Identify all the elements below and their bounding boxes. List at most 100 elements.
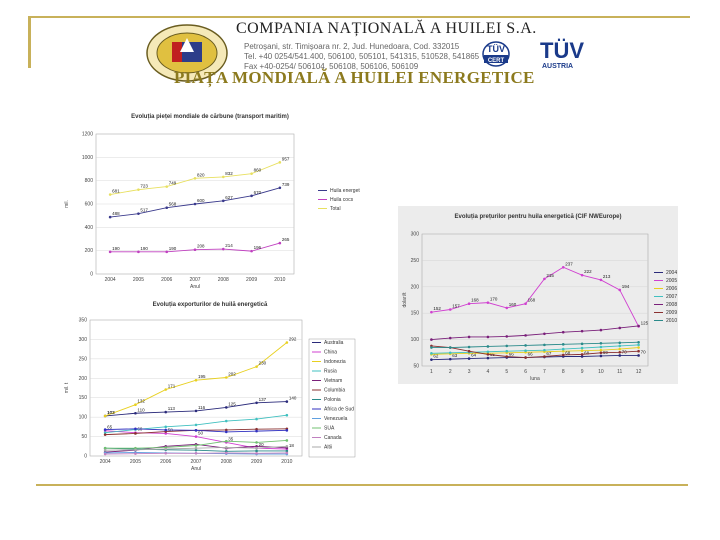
y-axis-label: mil. bbox=[64, 200, 70, 208]
data-point bbox=[618, 350, 622, 354]
data-label: 103 bbox=[107, 410, 115, 415]
data-point bbox=[250, 194, 253, 198]
data-point bbox=[255, 449, 258, 453]
data-point bbox=[637, 349, 640, 353]
legend-entry: 2004 bbox=[666, 270, 677, 276]
data-label: 860 bbox=[254, 168, 262, 173]
data-label: 168 bbox=[471, 298, 479, 303]
series-line bbox=[431, 341, 639, 348]
data-point bbox=[255, 401, 258, 405]
x-tick-label: 2008 bbox=[221, 459, 232, 465]
y-axis-label: mil. t bbox=[64, 382, 70, 393]
data-label: 194 bbox=[622, 284, 630, 289]
x-tick-label: 3 bbox=[468, 369, 471, 375]
data-point bbox=[134, 411, 137, 415]
data-point bbox=[467, 349, 471, 353]
data-label: 190 bbox=[112, 246, 120, 251]
chart-title: Evoluția prețurilor pentru huila energet… bbox=[454, 214, 621, 220]
data-point bbox=[250, 249, 253, 253]
data-point bbox=[164, 425, 168, 429]
data-point bbox=[637, 354, 640, 357]
prices-chart: Evoluția prețurilor pentru huila energet… bbox=[398, 206, 678, 384]
data-label: 170 bbox=[490, 297, 498, 302]
data-point bbox=[285, 429, 289, 432]
data-point bbox=[165, 206, 169, 210]
data-point bbox=[103, 446, 107, 450]
data-label: 292 bbox=[289, 337, 297, 342]
data-label: 568 bbox=[169, 202, 177, 207]
data-point bbox=[448, 336, 452, 340]
data-label: 63 bbox=[452, 353, 458, 358]
y-tick-label: 50 bbox=[413, 364, 419, 370]
data-point bbox=[221, 199, 225, 203]
x-tick-label: 1 bbox=[430, 369, 433, 375]
company-address-line: Petroșani, str. Timișoara nr. 2, Jud. Hu… bbox=[244, 42, 460, 51]
data-point bbox=[580, 349, 584, 352]
data-label: 222 bbox=[584, 269, 592, 274]
y-tick-label: 0 bbox=[84, 454, 87, 460]
data-point bbox=[580, 329, 584, 333]
data-point bbox=[255, 427, 258, 431]
data-label: 68 bbox=[565, 350, 571, 355]
data-label: 125 bbox=[641, 320, 649, 325]
data-label: 190 bbox=[140, 246, 148, 251]
data-point bbox=[580, 355, 584, 358]
data-label: 18 bbox=[289, 443, 295, 448]
legend-entry: Huila energetică bbox=[330, 188, 360, 194]
data-point bbox=[448, 346, 452, 349]
data-point bbox=[467, 302, 471, 305]
x-tick-label: 2010 bbox=[274, 277, 285, 283]
data-point bbox=[224, 446, 228, 449]
data-label: 202 bbox=[228, 372, 236, 377]
data-point bbox=[108, 250, 112, 254]
data-point bbox=[524, 302, 527, 305]
y-tick-label: 400 bbox=[85, 225, 94, 231]
data-label: 214 bbox=[225, 243, 233, 248]
data-label: 739 bbox=[282, 182, 290, 187]
data-label: 168 bbox=[528, 298, 536, 303]
data-label: 20 bbox=[259, 442, 265, 447]
data-point bbox=[486, 353, 490, 356]
y-tick-label: 800 bbox=[85, 178, 94, 184]
y-tick-label: 600 bbox=[85, 202, 94, 208]
data-point bbox=[224, 439, 228, 443]
data-label: 749 bbox=[169, 181, 177, 186]
data-point bbox=[164, 388, 168, 391]
data-point bbox=[164, 428, 168, 432]
data-point bbox=[194, 444, 198, 447]
data-label: 35 bbox=[228, 436, 234, 441]
data-point bbox=[561, 347, 565, 351]
x-tick-label: 2005 bbox=[133, 277, 144, 283]
data-point bbox=[134, 427, 137, 431]
legend-entry: 2010 bbox=[666, 318, 677, 324]
legend-entry: Total bbox=[330, 206, 341, 212]
data-label: 68 bbox=[584, 350, 590, 355]
chart-coal-svg: Evoluția pieței mondiale de cărbune (tra… bbox=[64, 114, 360, 290]
data-point bbox=[285, 444, 289, 448]
data-point bbox=[430, 352, 433, 355]
x-tick-label: 5 bbox=[505, 369, 508, 375]
data-point bbox=[134, 448, 137, 452]
coal-market-chart: Evoluția pieței mondiale de cărbune (tra… bbox=[60, 104, 360, 296]
data-label: 213 bbox=[603, 274, 611, 279]
data-point bbox=[618, 347, 622, 351]
data-label: 66 bbox=[528, 352, 534, 357]
x-tick-label: 2006 bbox=[160, 459, 171, 465]
data-point bbox=[618, 354, 622, 357]
data-label: 62 bbox=[433, 354, 439, 359]
data-point bbox=[524, 349, 527, 352]
data-point bbox=[255, 446, 258, 450]
data-label: 190 bbox=[169, 246, 177, 251]
data-point bbox=[618, 326, 622, 330]
data-point bbox=[255, 451, 258, 455]
legend-entry: Canada bbox=[324, 435, 342, 441]
x-tick-label: 2007 bbox=[189, 277, 200, 283]
data-point bbox=[467, 335, 471, 339]
data-point bbox=[618, 341, 622, 345]
data-point bbox=[194, 451, 198, 455]
data-point bbox=[165, 250, 169, 254]
data-label: 627 bbox=[225, 195, 233, 200]
data-point bbox=[278, 186, 282, 190]
data-point bbox=[103, 448, 107, 452]
data-point bbox=[103, 452, 107, 456]
